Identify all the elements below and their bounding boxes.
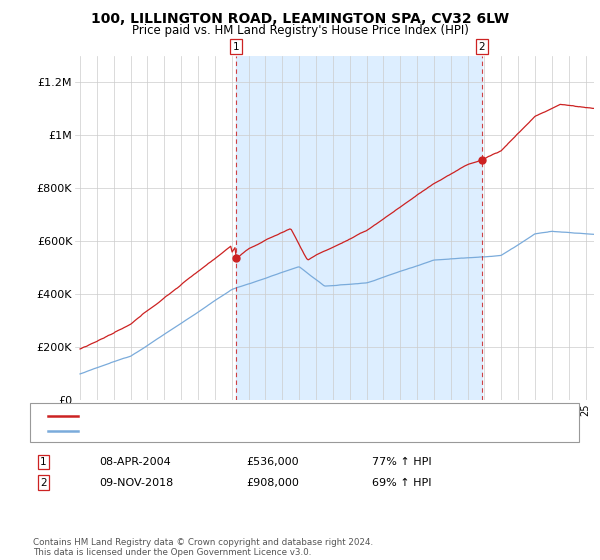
Text: 2: 2 xyxy=(479,42,485,52)
Text: 77% ↑ HPI: 77% ↑ HPI xyxy=(372,457,431,467)
Text: 100, LILLINGTON ROAD, LEAMINGTON SPA, CV32 6LW (detached house): 100, LILLINGTON ROAD, LEAMINGTON SPA, CV… xyxy=(84,411,457,421)
Text: Price paid vs. HM Land Registry's House Price Index (HPI): Price paid vs. HM Land Registry's House … xyxy=(131,24,469,37)
Text: 09-NOV-2018: 09-NOV-2018 xyxy=(99,478,173,488)
Text: 1: 1 xyxy=(233,42,239,52)
Text: £536,000: £536,000 xyxy=(246,457,299,467)
Text: 69% ↑ HPI: 69% ↑ HPI xyxy=(372,478,431,488)
Text: £908,000: £908,000 xyxy=(246,478,299,488)
Text: 1: 1 xyxy=(40,457,47,467)
Text: 08-APR-2004: 08-APR-2004 xyxy=(99,457,171,467)
Text: Contains HM Land Registry data © Crown copyright and database right 2024.
This d: Contains HM Land Registry data © Crown c… xyxy=(33,538,373,557)
Text: 2: 2 xyxy=(40,478,47,488)
Text: 100, LILLINGTON ROAD, LEAMINGTON SPA, CV32 6LW: 100, LILLINGTON ROAD, LEAMINGTON SPA, CV… xyxy=(91,12,509,26)
Text: HPI: Average price, detached house, Warwick: HPI: Average price, detached house, Warw… xyxy=(84,426,320,436)
Bar xyxy=(236,56,482,400)
